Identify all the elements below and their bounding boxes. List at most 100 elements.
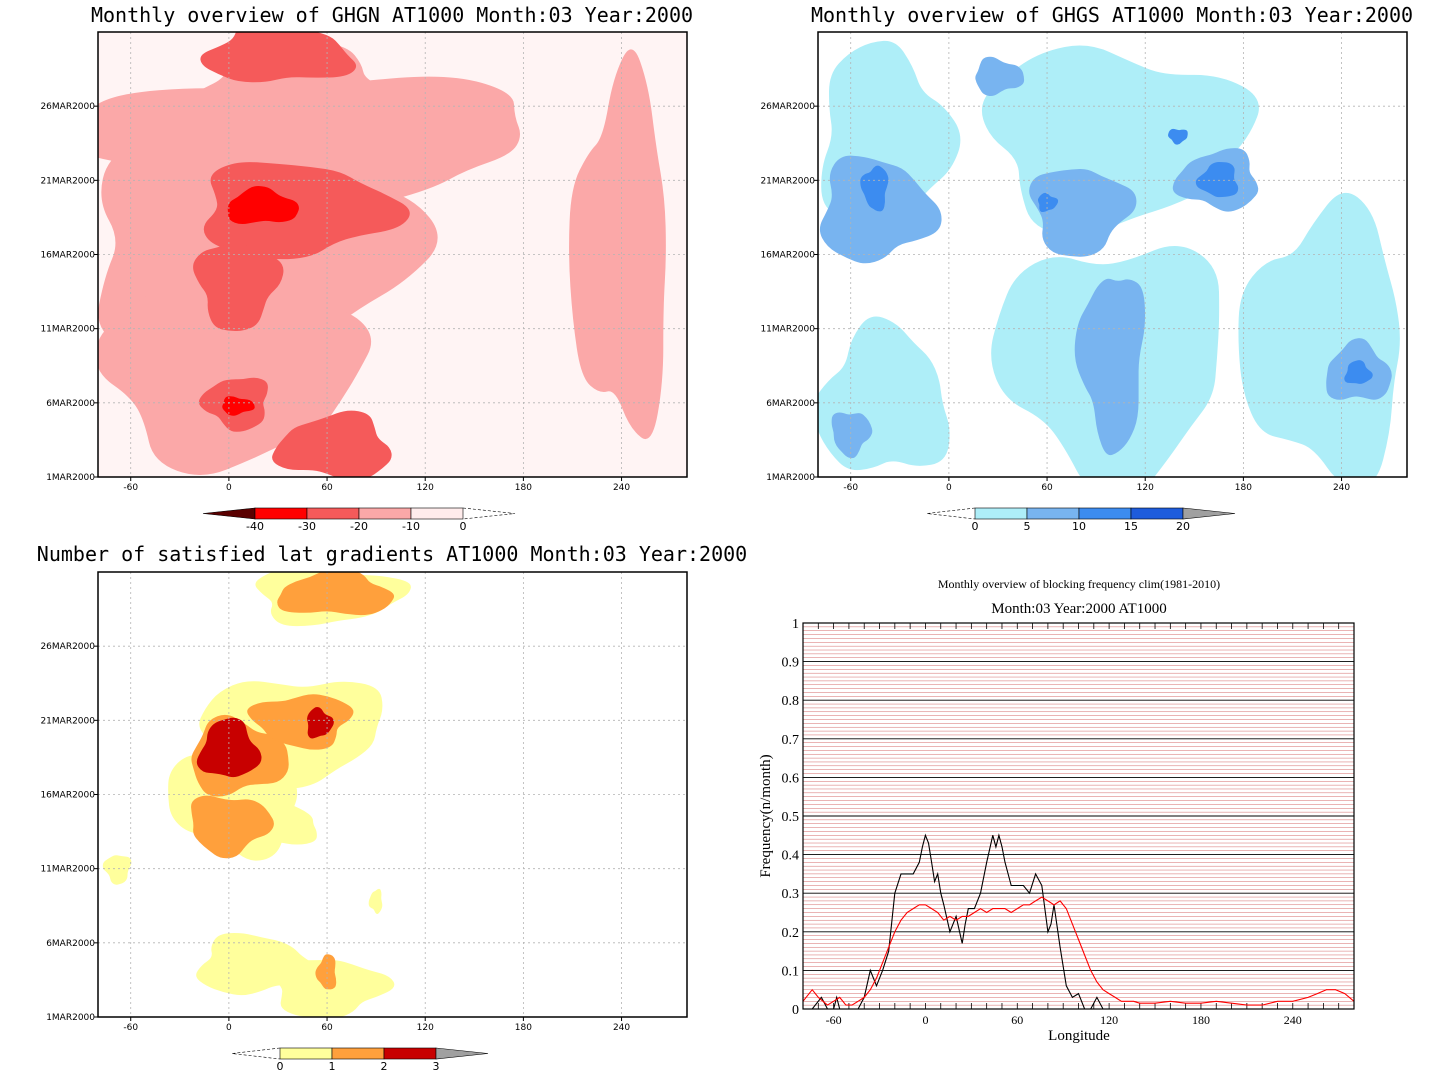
chart-title: Number of satisfied lat gradients AT1000… — [37, 542, 747, 566]
y-tick-label: 1MAR2000 — [46, 1013, 95, 1023]
x-tick-label: 120 — [1100, 1013, 1118, 1027]
y-tick-label: 11MAR2000 — [40, 865, 95, 875]
series-lines — [802, 833, 1355, 1010]
contour-region — [222, 396, 255, 416]
x-tick-label: 0 — [226, 483, 232, 493]
colorbar-extend-high — [435, 1047, 489, 1060]
y-tick-label: 0 — [792, 1003, 799, 1018]
lat-gradients-heatmap-panel: Number of satisfied lat gradients AT1000… — [37, 542, 747, 1073]
x-tick-label: -60 — [123, 1023, 138, 1033]
x-tick-label: 120 — [1137, 483, 1154, 493]
colorbar-box — [1078, 507, 1132, 520]
colorbar-box — [279, 1047, 333, 1060]
x-tick-label: 180 — [1192, 1013, 1210, 1027]
contour-region — [315, 954, 337, 990]
y-tick-label: 1MAR2000 — [766, 473, 815, 483]
contour-region — [569, 49, 666, 440]
y-tick-label: 21MAR2000 — [40, 716, 95, 726]
x-tick-label: -60 — [123, 483, 138, 493]
y-tick-label: 1MAR2000 — [46, 473, 95, 483]
x-tick-label: 60 — [321, 1023, 333, 1033]
colorbar-label: 20 — [1176, 520, 1190, 533]
contour-region — [368, 888, 383, 915]
contour-region — [98, 76, 520, 206]
y-tick-label: 0.9 — [782, 656, 800, 671]
x-tick-label: 60 — [321, 483, 333, 493]
contour-layer — [98, 32, 687, 477]
colorbar-box — [410, 507, 464, 520]
colorbar-label: 15 — [1124, 520, 1138, 533]
x-tick-label: -60 — [826, 1013, 842, 1027]
contour-region — [1074, 278, 1146, 456]
colorbar-extend-low — [231, 1047, 281, 1060]
series-line-climatology — [802, 896, 1355, 1006]
colorbar-label: -40 — [246, 520, 264, 533]
y-tick-label: 6MAR2000 — [46, 939, 95, 949]
y-tick-label: 0.7 — [782, 733, 800, 748]
y-tick-label: 16MAR2000 — [40, 251, 95, 261]
x-tick-label: 240 — [1284, 1013, 1302, 1027]
colorbar-label: 2 — [381, 1060, 388, 1073]
y-tick-label: 0.6 — [782, 771, 800, 786]
x-tick-label: 0 — [226, 1023, 232, 1033]
x-tick-label: 240 — [1333, 483, 1350, 493]
x-tick-label: 240 — [613, 1023, 630, 1033]
contour-region — [1344, 360, 1373, 384]
y-axis-ticks: 0 0.1 0.2 0.3 0.4 0.5 0.6 0.7 0.8 0.9 1 — [782, 617, 800, 1018]
x-tick-label: 120 — [417, 1023, 434, 1033]
x-tick-label: 180 — [1235, 483, 1252, 493]
y-tick-label: 21MAR2000 — [40, 176, 95, 186]
colorbar-box — [254, 507, 308, 520]
contour-region — [1037, 192, 1059, 213]
contour-region — [227, 186, 299, 225]
y-tick-label: 0.1 — [782, 964, 800, 979]
y-tick-label: 26MAR2000 — [40, 102, 95, 112]
x-tick-label: 240 — [613, 483, 630, 493]
y-axis-ticks: 1MAR2000 6MAR2000 11MAR2000 16MAR2000 21MAR2… — [760, 102, 818, 483]
y-tick-label: 16MAR2000 — [760, 251, 815, 261]
y-tick-label: 0.4 — [782, 849, 800, 864]
colorbar: 0 5 10 15 20 — [926, 507, 1236, 533]
y-axis-label: Frequency(n/month) — [758, 754, 774, 877]
contour-region — [277, 572, 395, 616]
colorbar-box — [306, 507, 360, 520]
contour-region — [1238, 192, 1400, 477]
colorbar-extend-low — [202, 507, 256, 520]
colorbar-label: -20 — [350, 520, 368, 533]
contour-region — [1195, 162, 1239, 198]
y-tick-label: 0.8 — [782, 694, 800, 709]
x-tick-label: 60 — [1011, 1013, 1023, 1027]
contour-region — [1029, 168, 1137, 257]
x-tick-label: 60 — [1041, 483, 1053, 493]
ghgs-heatmap-panel: Monthly overview of GHGS AT1000 Month:03… — [760, 3, 1413, 533]
colorbar-label: -10 — [402, 520, 420, 533]
colorbar: -40 -30 -20 -10 0 — [202, 507, 516, 533]
y-axis-ticks: 1MAR2000 6MAR2000 11MAR2000 16MAR2000 21MAR2… — [40, 102, 98, 483]
colorbar-label: 0 — [972, 520, 979, 533]
blocking-frequency-line-panel: Monthly overview of blocking frequency c… — [758, 577, 1355, 1044]
contour-region — [1168, 128, 1188, 145]
colorbar-extend-high — [462, 507, 516, 520]
chart-title: Monthly overview of blocking frequency c… — [938, 577, 1220, 591]
plot-frame — [802, 622, 1355, 1010]
contour-region — [860, 165, 889, 212]
x-tick-label: 180 — [515, 1023, 532, 1033]
chart-subtitle: Month:03 Year:2000 AT1000 — [991, 601, 1166, 617]
y-tick-label: 0.3 — [782, 887, 800, 902]
x-tick-label: 0 — [922, 1013, 928, 1027]
contour-region — [272, 410, 392, 477]
contour-region — [191, 795, 274, 859]
y-tick-label: 6MAR2000 — [46, 399, 95, 409]
contour-region — [975, 56, 1025, 96]
contour-region — [102, 855, 132, 885]
colorbar-box — [1130, 507, 1184, 520]
x-axis-ticks: -60 0 60 120 180 240 — [123, 1017, 630, 1033]
colorbar-label: 10 — [1072, 520, 1086, 533]
colorbar-extend-high — [1182, 507, 1236, 520]
colorbar-box — [1026, 507, 1080, 520]
colorbar-label: 5 — [1024, 520, 1031, 533]
series-line-observed — [803, 833, 1354, 1010]
y-tick-label: 26MAR2000 — [40, 642, 95, 652]
y-tick-label: 1 — [792, 617, 799, 632]
